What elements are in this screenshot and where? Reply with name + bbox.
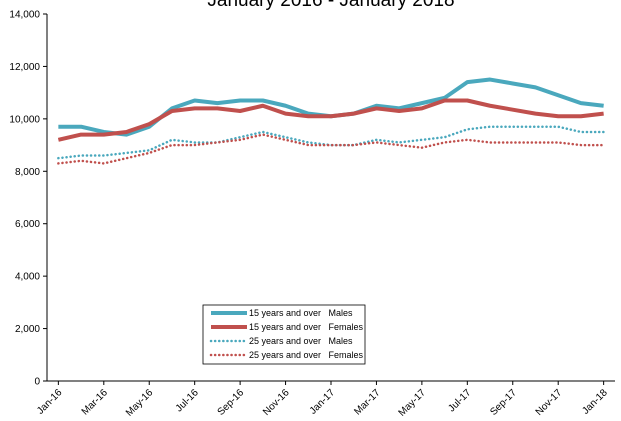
chart-title: January 2016 - January 2018 bbox=[207, 0, 454, 11]
x-tick-label: Jan-16 bbox=[35, 387, 65, 417]
x-tick-label: Jul-16 bbox=[174, 387, 201, 414]
x-tick-label: May-17 bbox=[397, 387, 429, 419]
x-tick-label: Sep-17 bbox=[488, 387, 519, 418]
series-line bbox=[57, 133, 605, 165]
x-tick-label: Jan-17 bbox=[308, 387, 338, 417]
series-line bbox=[57, 98, 604, 142]
legend-label: 25 years and over Males bbox=[249, 336, 353, 346]
legend-label: 25 years and over Females bbox=[249, 350, 364, 360]
x-tick-label: Mar-16 bbox=[80, 387, 110, 417]
legend-label: 15 years and over Females bbox=[249, 322, 364, 332]
y-tick-label: 2,000 bbox=[15, 324, 40, 335]
y-tick-label: 10,000 bbox=[9, 114, 40, 125]
x-tick-label: Nov-17 bbox=[534, 387, 565, 418]
y-tick-label: 8,000 bbox=[15, 167, 40, 178]
y-tick-label: 14,000 bbox=[9, 10, 40, 21]
x-tick-label: May-16 bbox=[124, 387, 156, 419]
x-tick-label: Mar-17 bbox=[352, 387, 382, 417]
x-tick-label: Sep-16 bbox=[216, 387, 247, 418]
legend-label: 15 years and over Males bbox=[249, 308, 353, 318]
y-tick-label: 4,000 bbox=[15, 272, 40, 283]
y-tick-label: 6,000 bbox=[15, 219, 40, 230]
x-tick-label: Jan-18 bbox=[580, 387, 610, 417]
x-tick-label: Jul-17 bbox=[446, 387, 473, 414]
x-tick-label: Nov-16 bbox=[261, 387, 292, 418]
y-tick-label: 0 bbox=[34, 377, 40, 388]
y-tick-label: 12,000 bbox=[9, 62, 40, 73]
